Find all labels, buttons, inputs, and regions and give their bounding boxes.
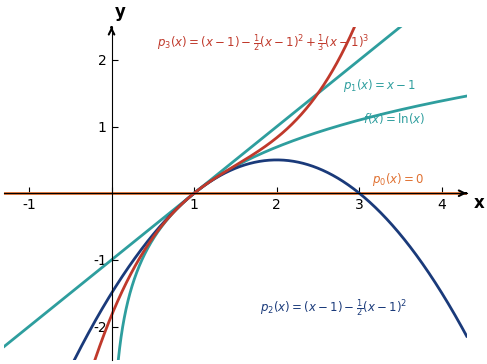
Text: $f(x) = \ln(x)$: $f(x) = \ln(x)$: [363, 111, 426, 126]
Text: $p_1(x) = x - 1$: $p_1(x) = x - 1$: [343, 77, 416, 94]
Text: $p_3(x) = (x-1) - \frac{1}{2}(x-1)^2 + \frac{1}{3}(x-1)^3$: $p_3(x) = (x-1) - \frac{1}{2}(x-1)^2 + \…: [157, 32, 369, 54]
Text: $p_2(x) = (x-1) - \frac{1}{2}(x-1)^2$: $p_2(x) = (x-1) - \frac{1}{2}(x-1)^2$: [260, 297, 408, 319]
Text: $p_0(x) = 0$: $p_0(x) = 0$: [372, 171, 424, 189]
Text: y: y: [114, 3, 125, 21]
Text: x: x: [473, 194, 484, 212]
